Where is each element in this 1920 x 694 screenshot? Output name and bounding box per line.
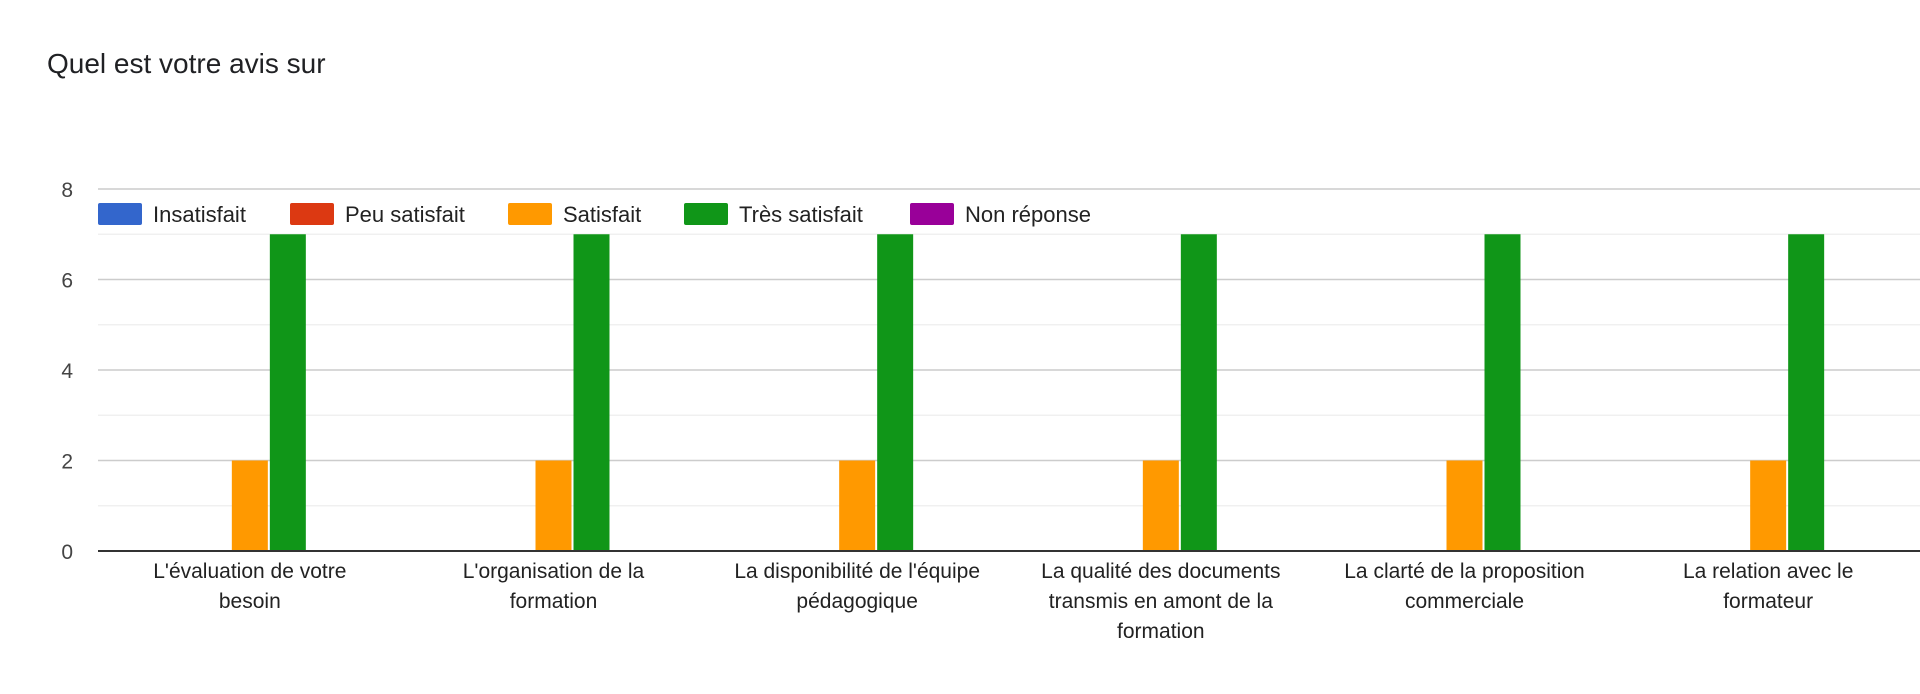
bar-satisfait xyxy=(231,460,268,551)
legend-swatch xyxy=(684,203,728,225)
bar-satisfait xyxy=(1446,460,1483,551)
legend-swatch xyxy=(98,203,142,225)
legend-swatch xyxy=(910,203,954,225)
bar-tr-s-satisfait xyxy=(1788,234,1825,551)
bar-satisfait xyxy=(839,460,876,551)
bar-satisfait xyxy=(1750,460,1787,551)
bars xyxy=(231,234,1825,551)
legend: Insatisfait Peu satisfait Satisfait Très sa… xyxy=(90,196,1110,232)
x-category-label: L'organisation de la xyxy=(463,560,645,583)
axes: 0 2 4 6 8 L'évaluation de votre besoin L'organi… xyxy=(61,179,1920,643)
legend-swatch xyxy=(290,203,334,225)
y-tick-label: 4 xyxy=(61,360,73,383)
x-category-label: besoin xyxy=(219,590,281,613)
legend-label: Peu satisfait xyxy=(345,202,465,227)
bar-tr-s-satisfait xyxy=(1180,234,1217,551)
y-tick-label: 8 xyxy=(61,179,73,202)
gridlines xyxy=(98,188,1920,507)
bar-tr-s-satisfait xyxy=(1484,234,1521,551)
x-category-label: La qualité des documents xyxy=(1041,560,1280,583)
legend-label: Non réponse xyxy=(965,202,1091,227)
x-category-label: formation xyxy=(510,590,598,613)
x-category-label: La relation avec le xyxy=(1683,560,1853,583)
y-tick-label: 0 xyxy=(61,541,73,564)
y-tick-label: 2 xyxy=(61,451,73,474)
bar-tr-s-satisfait xyxy=(269,234,306,551)
chart-title: Quel est votre avis sur xyxy=(47,48,326,79)
bar-satisfait xyxy=(1142,460,1179,551)
legend-label: Satisfait xyxy=(563,202,641,227)
bar-tr-s-satisfait xyxy=(877,234,914,551)
y-tick-label: 6 xyxy=(61,270,73,293)
x-category-label: commerciale xyxy=(1405,590,1524,613)
x-category-label: formateur xyxy=(1723,590,1813,613)
x-category-label: transmis en amont de la xyxy=(1049,590,1273,613)
x-category-label: La disponibilité de l'équipe xyxy=(734,560,980,583)
x-category-label: La clarté de la proposition xyxy=(1344,560,1585,583)
x-category-label: formation xyxy=(1117,620,1205,643)
legend-label: Insatisfait xyxy=(153,202,246,227)
legend-label: Très satisfait xyxy=(739,202,863,227)
bar-tr-s-satisfait xyxy=(573,234,610,551)
x-category-label: L'évaluation de votre xyxy=(153,560,346,583)
x-category-label: pédagogique xyxy=(796,590,917,613)
legend-swatch xyxy=(508,203,552,225)
bar-satisfait xyxy=(535,460,572,551)
